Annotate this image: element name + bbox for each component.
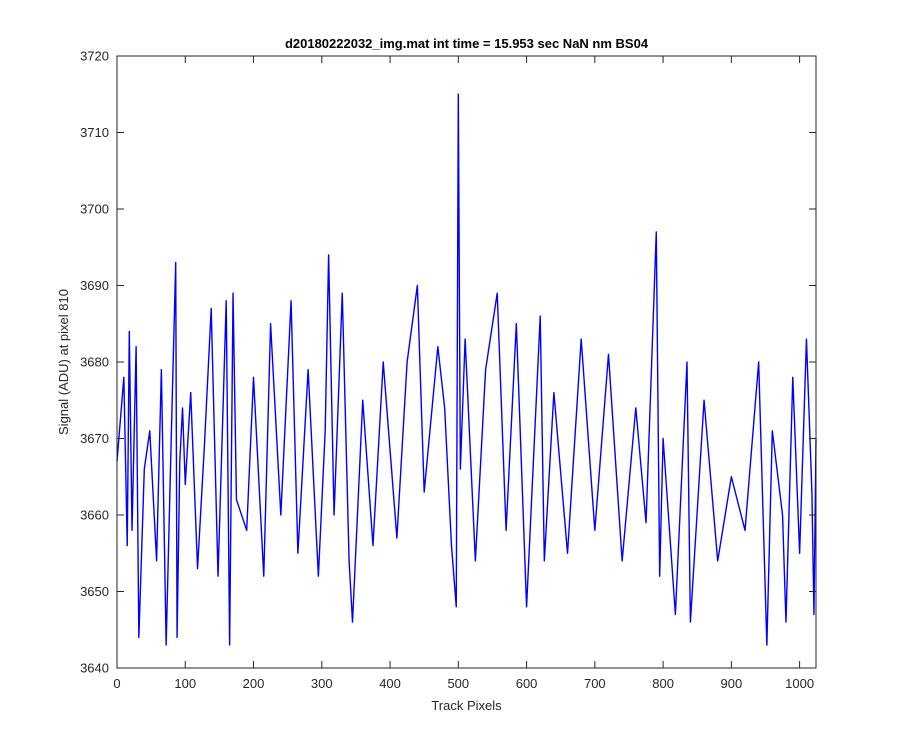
y-tick-label: 3640 [80,661,109,676]
y-tick-label: 3720 [80,49,109,64]
y-tick-label: 3710 [80,125,109,140]
x-tick-label: 600 [516,676,538,691]
x-tick-label: 200 [243,676,265,691]
x-tick-label: 800 [652,676,674,691]
y-tick-label: 3690 [80,278,109,293]
tick-labels: 0 100 200 300 400 500 600 700 800 900 1000 3640 3650… [80,49,814,692]
y-tick-label: 3680 [80,355,109,370]
x-tick-label: 700 [584,676,606,691]
x-tick-label: 0 [113,676,120,691]
plot-frame [116,55,817,669]
plot-layer [116,93,817,646]
y-tick-label: 3660 [80,508,109,523]
y-axis-label: Signal (ADU) at pixel 810 [56,289,71,435]
x-tick-label: 1000 [785,676,814,691]
x-axis-label: Track Pixels [431,698,502,713]
chart-title: d20180222032_img.mat int time = 15.953 s… [285,36,649,51]
x-tick-label: 300 [311,676,333,691]
y-tick-label: 3650 [80,584,109,599]
x-tick-label: 500 [447,676,469,691]
x-tick-label: 400 [379,676,401,691]
x-tick-label: 100 [174,676,196,691]
series-line-0 [116,93,817,646]
y-tick-label: 3700 [80,202,109,217]
y-tick-label: 3670 [80,431,109,446]
x-tick-label: 900 [721,676,743,691]
